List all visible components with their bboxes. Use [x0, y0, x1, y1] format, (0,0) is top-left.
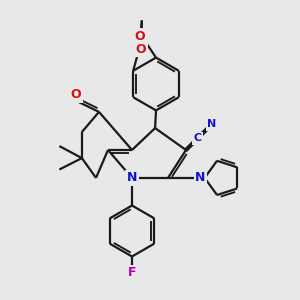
Text: O: O — [135, 43, 146, 56]
Text: C: C — [194, 133, 202, 143]
Text: N: N — [127, 171, 137, 184]
Text: N: N — [195, 171, 206, 184]
Text: N: N — [207, 119, 217, 129]
Text: O: O — [70, 88, 81, 101]
Text: O: O — [135, 29, 146, 43]
Text: F: F — [128, 266, 136, 280]
